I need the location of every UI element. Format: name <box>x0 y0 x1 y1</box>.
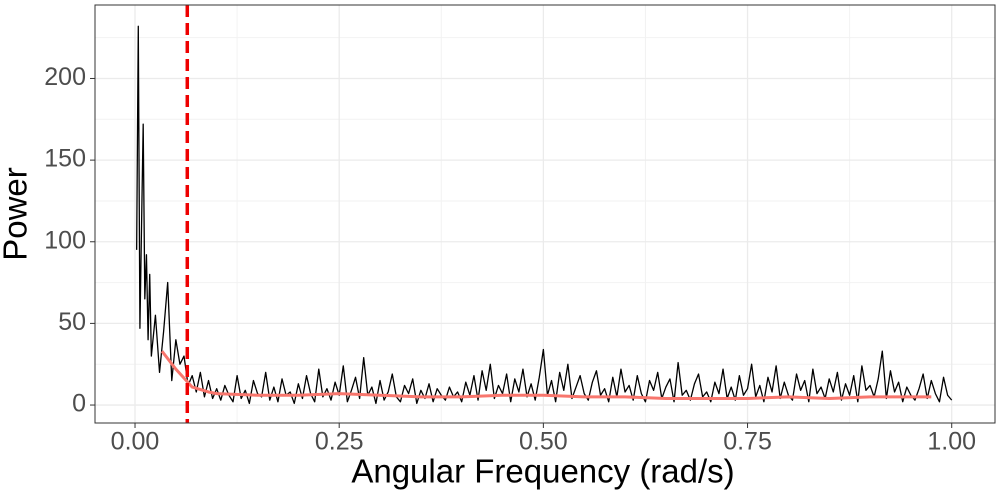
series-line <box>160 350 932 401</box>
y-axis-title: Power <box>0 167 34 261</box>
series-line <box>136 25 953 405</box>
x-axis-title: Angular Frequency (rad/s) <box>351 453 734 490</box>
y-tick-label: 50 <box>58 308 86 336</box>
x-tick-label: 0.50 <box>519 428 568 456</box>
y-tick-label: 0 <box>72 390 86 418</box>
y-tick-label: 100 <box>44 226 86 254</box>
y-tick-label: 200 <box>44 63 86 91</box>
x-tick-label: 0.75 <box>723 428 772 456</box>
y-tick-label: 150 <box>44 145 86 173</box>
x-tick-label: 1.00 <box>927 428 976 456</box>
x-tick-label: 0.00 <box>111 428 160 456</box>
plot-border <box>94 4 996 424</box>
x-tick-label: 0.25 <box>315 428 364 456</box>
